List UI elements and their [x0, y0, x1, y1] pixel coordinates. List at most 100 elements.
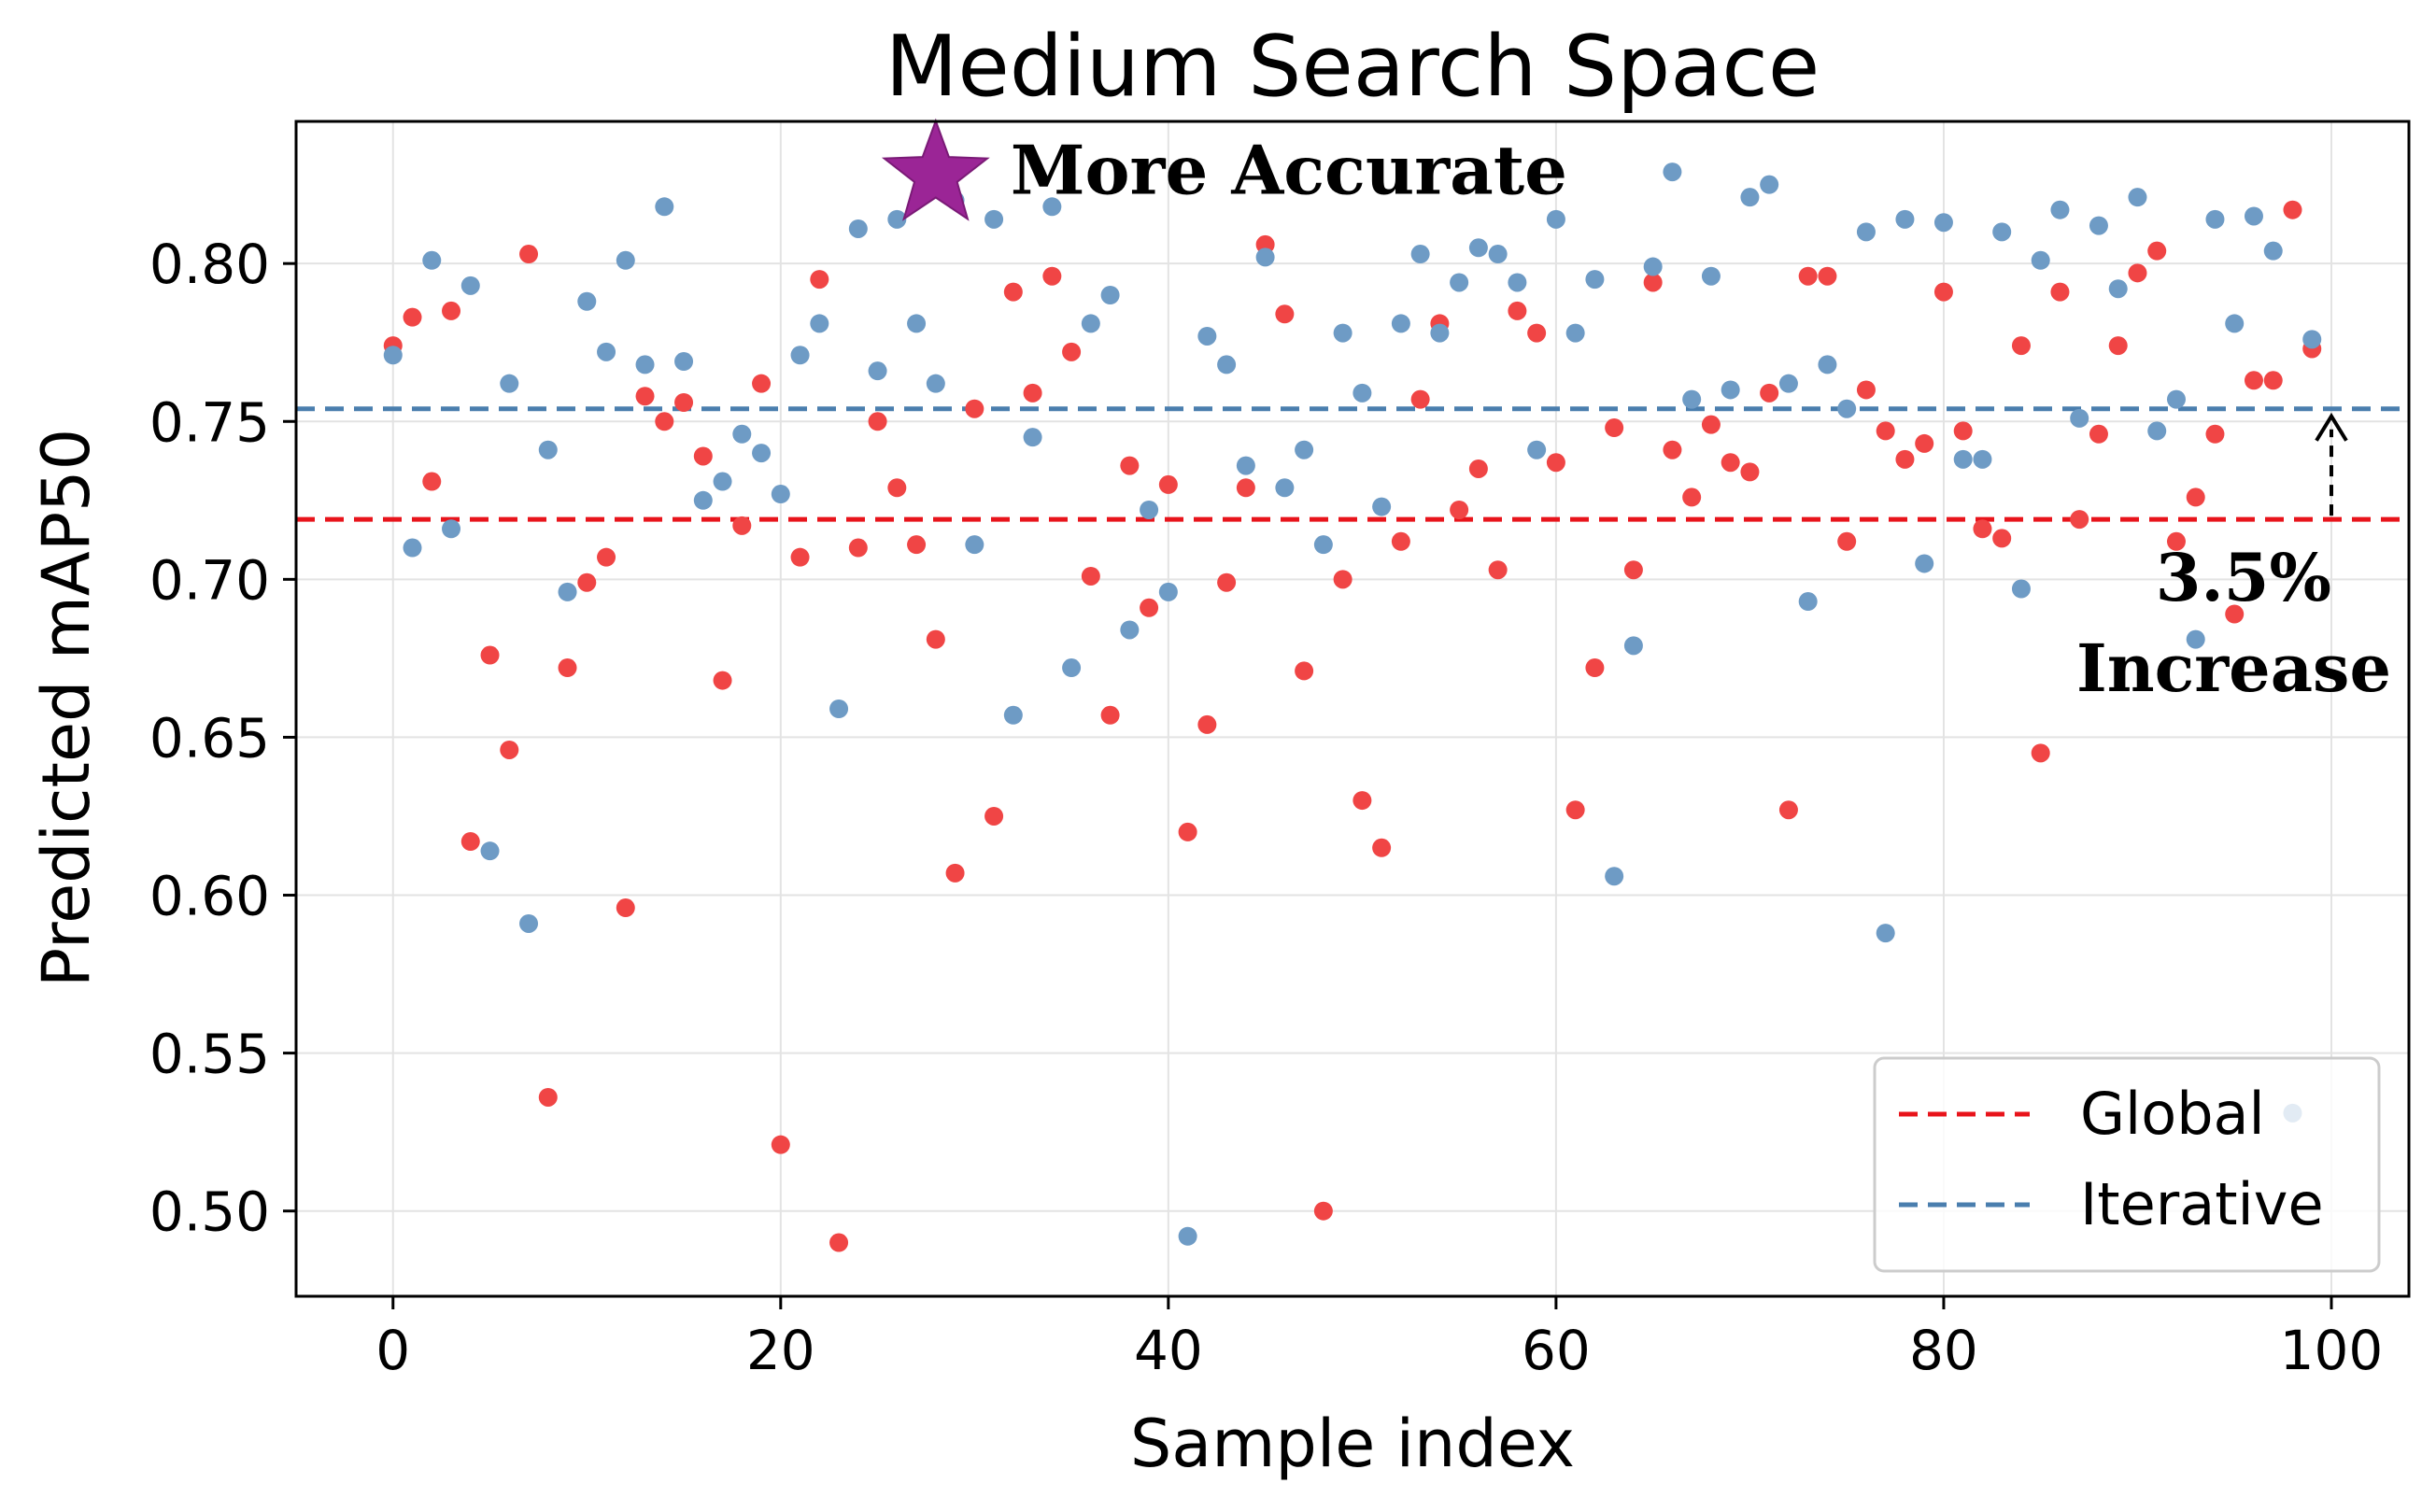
point-global [558, 658, 577, 678]
point-iterative [1468, 238, 1488, 258]
point-iterative [1140, 500, 1159, 519]
point-global [1333, 570, 1353, 589]
point-global [1081, 566, 1100, 586]
point-iterative [1353, 383, 1372, 403]
point-iterative [1197, 326, 1217, 346]
point-global [713, 671, 732, 690]
point-global [500, 740, 519, 759]
point-global [1062, 342, 1082, 361]
point-iterative [1565, 323, 1585, 343]
point-iterative [1740, 188, 1760, 207]
point-iterative [887, 209, 907, 229]
point-global [1488, 560, 1508, 580]
point-iterative [1760, 175, 1779, 194]
point-global [1450, 500, 1469, 519]
point-iterative [1217, 355, 1237, 374]
point-iterative [1778, 374, 1798, 393]
point-iterative [1003, 705, 1023, 725]
point-global [616, 898, 635, 918]
point-iterative [1663, 163, 1682, 182]
legend-label-global: Global [2080, 1080, 2265, 1148]
point-iterative [732, 424, 752, 444]
point-global [2050, 282, 2070, 302]
y-axis-label: Predicted mAP50 [28, 429, 105, 987]
point-global [519, 245, 539, 264]
data-points [383, 163, 2322, 1252]
point-iterative [558, 582, 577, 601]
point-global [1042, 266, 1062, 286]
point-iterative [2089, 216, 2108, 235]
point-global [597, 547, 616, 567]
point-global [1915, 433, 1934, 453]
point-global [945, 863, 965, 883]
point-iterative [2166, 389, 2186, 409]
point-global [2108, 336, 2128, 356]
point-iterative [1081, 314, 1100, 333]
y-tick-label: 0.60 [149, 865, 270, 928]
point-iterative [1895, 209, 1915, 229]
point-iterative [403, 538, 422, 558]
point-iterative [1546, 209, 1565, 229]
x-tick-label: 60 [1522, 1319, 1591, 1382]
point-global [442, 301, 461, 320]
point-global [1876, 421, 1895, 441]
point-global [2011, 336, 2031, 356]
point-iterative [868, 361, 887, 381]
point-global [693, 446, 713, 466]
plot-frame [294, 120, 2411, 1298]
point-iterative [1527, 440, 1547, 459]
point-iterative [1623, 636, 1643, 656]
point-iterative [829, 699, 849, 718]
point-global [635, 387, 655, 406]
legend: Global Iterative [1873, 1056, 2381, 1273]
point-iterative [422, 250, 442, 270]
point-global [1895, 449, 1915, 469]
point-global [771, 1135, 790, 1154]
y-tick-label: 0.65 [149, 706, 270, 770]
point-global [1837, 531, 1857, 551]
point-iterative [1837, 399, 1857, 418]
point-global [1760, 383, 1779, 403]
point-global [538, 1087, 558, 1107]
point-global [1701, 415, 1721, 434]
star-icon [881, 118, 990, 221]
point-global [907, 535, 927, 555]
point-iterative [2147, 421, 2167, 441]
point-iterative [1992, 222, 2012, 242]
point-global [1798, 266, 1818, 286]
point-global [848, 538, 868, 558]
point-iterative [1953, 449, 1973, 469]
y-tick-label: 0.70 [149, 548, 270, 612]
point-global [1023, 383, 1042, 403]
point-global [422, 472, 442, 491]
point-iterative [848, 219, 868, 238]
y-tick-label: 0.80 [149, 233, 270, 296]
point-global [1140, 598, 1159, 617]
point-global [1313, 1201, 1333, 1221]
point-global [1353, 791, 1372, 811]
point-iterative [1915, 554, 1934, 573]
point-global [1933, 282, 1953, 302]
point-iterative [810, 314, 829, 333]
annotation-percent: 3.5% [2156, 539, 2331, 616]
point-iterative [1120, 620, 1140, 640]
point-global [1158, 474, 1178, 494]
point-global [1197, 714, 1217, 734]
point-iterative [2070, 408, 2089, 428]
point-global [926, 629, 945, 649]
point-global [2166, 531, 2186, 551]
point-iterative [460, 276, 480, 295]
point-iterative [2263, 241, 2283, 261]
point-global [1663, 440, 1682, 459]
point-iterative [1798, 592, 1818, 612]
point-iterative [577, 291, 597, 311]
point-iterative [2205, 209, 2225, 229]
point-global [2283, 200, 2302, 219]
point-iterative [2186, 629, 2205, 649]
point-iterative [1818, 355, 1837, 374]
point-iterative [655, 197, 674, 217]
point-iterative [1100, 285, 1120, 304]
point-iterative [790, 346, 810, 365]
point-iterative [984, 209, 1004, 229]
point-global [1120, 456, 1140, 475]
